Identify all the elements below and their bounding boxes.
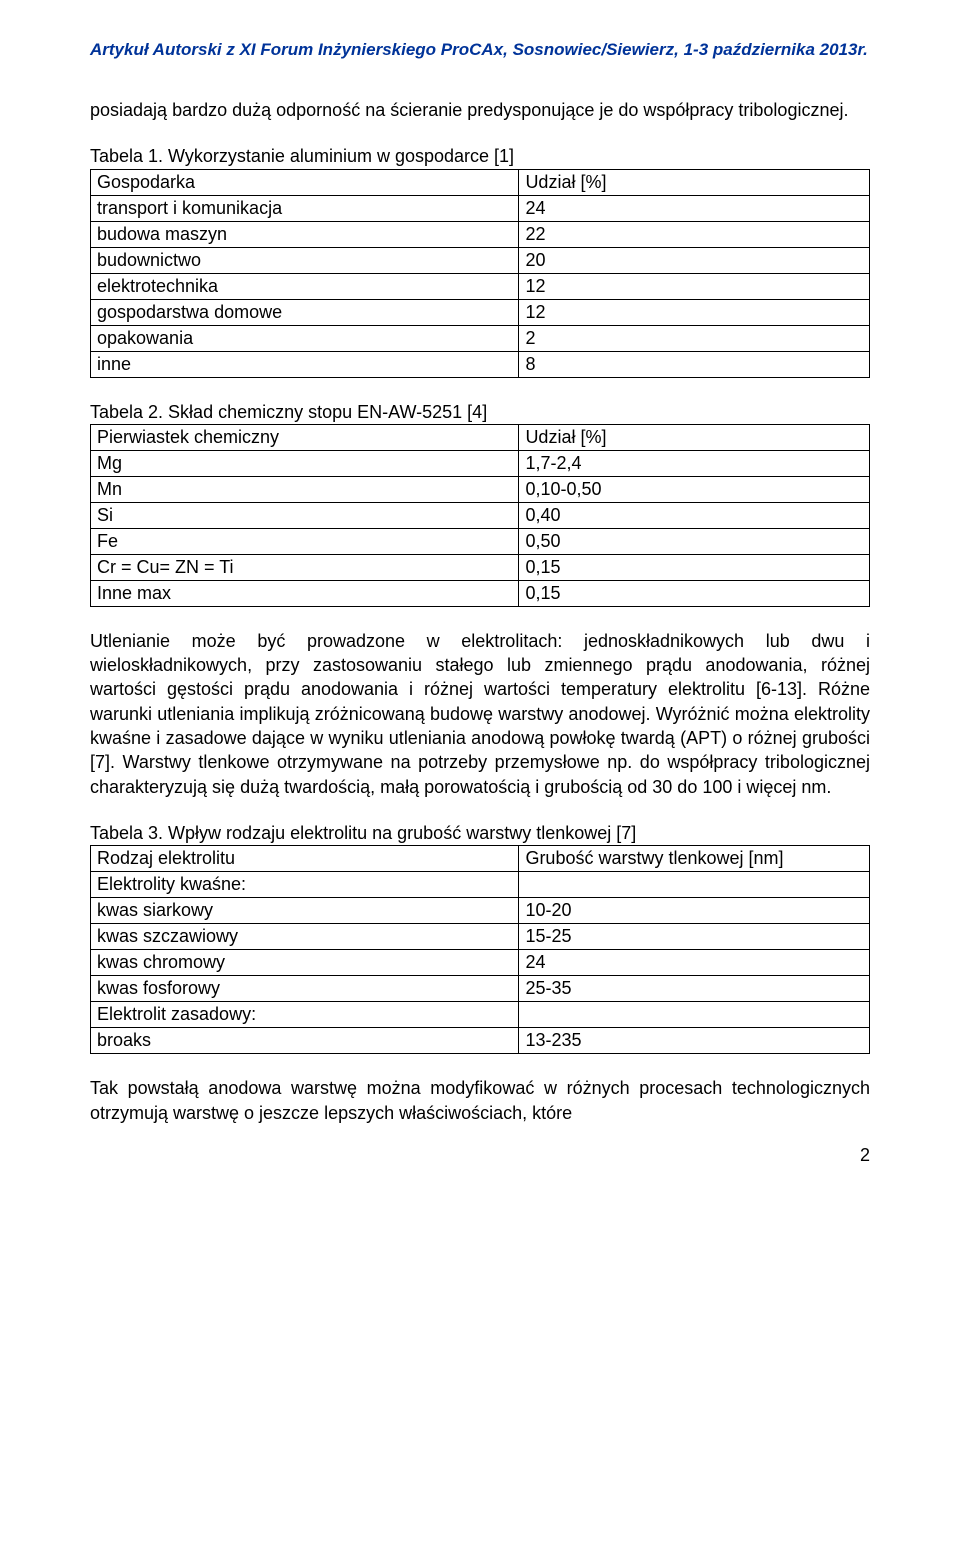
table-cell: 15-25 (519, 924, 870, 950)
table-row: kwas siarkowy10-20 (91, 898, 870, 924)
table-cell: 1,7-2,4 (519, 450, 870, 476)
table-cell: 0,40 (519, 502, 870, 528)
table-row: kwas fosforowy25-35 (91, 976, 870, 1002)
table-cell: 10-20 (519, 898, 870, 924)
table-cell: 0,15 (519, 580, 870, 606)
table2-caption: Tabela 2. Skład chemiczny stopu EN-AW-52… (90, 400, 870, 424)
table-cell: 12 (519, 299, 870, 325)
table-cell: gospodarstwa domowe (91, 299, 519, 325)
table-cell: kwas szczawiowy (91, 924, 519, 950)
table-cell: 0,10-0,50 (519, 476, 870, 502)
table-cell: 2 (519, 325, 870, 351)
table-row: kwas szczawiowy15-25 (91, 924, 870, 950)
table-row: Rodzaj elektrolitu Grubość warstwy tlenk… (91, 846, 870, 872)
table-cell: Fe (91, 528, 519, 554)
table-cell (519, 872, 870, 898)
table-row: Inne max0,15 (91, 580, 870, 606)
table-row: Si0,40 (91, 502, 870, 528)
table-cell: 25-35 (519, 976, 870, 1002)
table1-caption: Tabela 1. Wykorzystanie aluminium w gosp… (90, 144, 870, 168)
table-row: broaks13-235 (91, 1028, 870, 1054)
table-cell: budownictwo (91, 247, 519, 273)
table-cell: transport i komunikacja (91, 195, 519, 221)
table-row: gospodarstwa domowe12 (91, 299, 870, 325)
table-cell: 22 (519, 221, 870, 247)
table-row: Mn0,10-0,50 (91, 476, 870, 502)
table-row: Elektrolit zasadowy: (91, 1002, 870, 1028)
table-cell: Mn (91, 476, 519, 502)
table-cell: 24 (519, 195, 870, 221)
table-cell: 8 (519, 351, 870, 377)
table-header-cell: Rodzaj elektrolitu (91, 846, 519, 872)
table-header-cell: Gospodarka (91, 169, 519, 195)
table-cell: Elektrolit zasadowy: (91, 1002, 519, 1028)
table-header-cell: Grubość warstwy tlenkowej [nm] (519, 846, 870, 872)
table-cell: Si (91, 502, 519, 528)
table3-caption: Tabela 3. Wpływ rodzaju elektrolitu na g… (90, 821, 870, 845)
table-header-cell: Pierwiastek chemiczny (91, 424, 519, 450)
table-row: inne8 (91, 351, 870, 377)
paragraph-body: Utlenianie może być prowadzone w elektro… (90, 629, 870, 799)
table-cell: Inne max (91, 580, 519, 606)
table-cell: inne (91, 351, 519, 377)
table-cell: broaks (91, 1028, 519, 1054)
table-row: opakowania2 (91, 325, 870, 351)
paragraph-intro: posiadają bardzo dużą odporność na ścier… (90, 98, 870, 122)
table-row: elektrotechnika12 (91, 273, 870, 299)
table-header-cell: Udział [%] (519, 169, 870, 195)
table-cell: Mg (91, 450, 519, 476)
table-cell: 0,15 (519, 554, 870, 580)
table-row: transport i komunikacja24 (91, 195, 870, 221)
table-row: Mg1,7-2,4 (91, 450, 870, 476)
table-row: Cr = Cu= ZN = Ti0,15 (91, 554, 870, 580)
table-cell: 24 (519, 950, 870, 976)
table-row: Pierwiastek chemiczny Udział [%] (91, 424, 870, 450)
table1: Gospodarka Udział [%] transport i komuni… (90, 169, 870, 378)
table-cell: kwas chromowy (91, 950, 519, 976)
table-row: kwas chromowy24 (91, 950, 870, 976)
table2: Pierwiastek chemiczny Udział [%] Mg1,7-2… (90, 424, 870, 607)
table-row: Fe0,50 (91, 528, 870, 554)
table-row: Gospodarka Udział [%] (91, 169, 870, 195)
table-cell: opakowania (91, 325, 519, 351)
table-cell: 13-235 (519, 1028, 870, 1054)
table-cell: Elektrolity kwaśne: (91, 872, 519, 898)
page-header: Artykuł Autorski z XI Forum Inżynierskie… (90, 40, 870, 60)
table-cell: 20 (519, 247, 870, 273)
table-cell: elektrotechnika (91, 273, 519, 299)
document-page: Artykuł Autorski z XI Forum Inżynierskie… (0, 0, 960, 1216)
table-cell: kwas siarkowy (91, 898, 519, 924)
table-cell (519, 1002, 870, 1028)
table-row: budownictwo20 (91, 247, 870, 273)
table-header-cell: Udział [%] (519, 424, 870, 450)
paragraph-trailing: Tak powstałą anodowa warstwę można modyf… (90, 1076, 870, 1125)
page-number: 2 (90, 1145, 870, 1166)
table-cell: budowa maszyn (91, 221, 519, 247)
table-cell: kwas fosforowy (91, 976, 519, 1002)
table-cell: 0,50 (519, 528, 870, 554)
table3: Rodzaj elektrolitu Grubość warstwy tlenk… (90, 845, 870, 1054)
table-cell: Cr = Cu= ZN = Ti (91, 554, 519, 580)
table-row: Elektrolity kwaśne: (91, 872, 870, 898)
table-row: budowa maszyn22 (91, 221, 870, 247)
table-cell: 12 (519, 273, 870, 299)
